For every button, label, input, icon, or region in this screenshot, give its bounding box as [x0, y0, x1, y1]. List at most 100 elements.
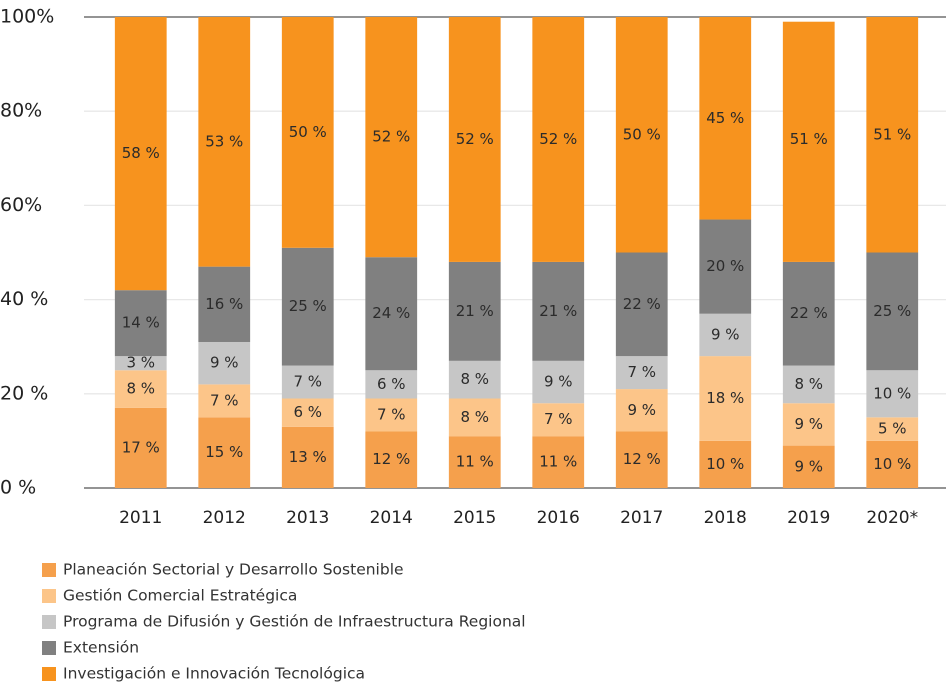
bar-segment	[365, 431, 418, 488]
y-tick-label: 80%	[0, 100, 42, 122]
legend-swatch	[42, 667, 56, 681]
value-label: 12 %	[623, 450, 661, 468]
x-tick-label: 2013	[286, 508, 329, 528]
bar-segment	[699, 313, 752, 357]
x-tick-label: 2015	[453, 508, 496, 528]
legend-swatch	[42, 563, 56, 577]
value-label: 45 %	[706, 109, 744, 127]
bar-segment	[281, 17, 334, 248]
value-label: 5 %	[878, 420, 907, 438]
x-tick-label: 2011	[119, 508, 162, 528]
bar-segment	[615, 431, 668, 488]
bars	[114, 17, 919, 488]
value-label: 52 %	[372, 128, 410, 146]
bar-segment	[448, 398, 501, 437]
bar-segment	[699, 17, 752, 220]
bar-segment	[365, 370, 418, 399]
value-label: 52 %	[456, 130, 494, 148]
bar-segment	[532, 403, 585, 437]
legend-label: Programa de Difusión y Gestión de Infrae…	[63, 613, 526, 631]
bar-segment	[448, 360, 501, 399]
value-label: 10 %	[873, 384, 911, 402]
value-label: 9 %	[210, 354, 239, 372]
value-label: 9 %	[794, 457, 823, 475]
value-label: 22 %	[790, 304, 828, 322]
value-label: 53 %	[205, 132, 243, 150]
bar-segment	[198, 17, 251, 267]
bar-segment	[532, 360, 585, 404]
value-label: 50 %	[623, 125, 661, 143]
bar-segment	[699, 219, 752, 314]
bar-segment	[615, 17, 668, 253]
bar-segment	[866, 252, 919, 371]
bar-segment	[782, 445, 835, 488]
legend-swatch	[42, 641, 56, 655]
bar-segment	[365, 398, 418, 432]
x-tick-label: 2012	[203, 508, 246, 528]
value-label: 9 %	[544, 373, 573, 391]
value-label: 10 %	[873, 455, 911, 473]
y-tick-label: 100%	[0, 6, 54, 28]
x-tick-label: 2017	[620, 508, 663, 528]
value-label: 51 %	[790, 130, 828, 148]
bar-segment	[866, 417, 919, 441]
bar-segment	[782, 365, 835, 404]
x-tick-label: 2014	[370, 508, 413, 528]
x-tick-label: 2018	[704, 508, 747, 528]
value-label: 8 %	[460, 408, 489, 426]
bar-segment	[866, 370, 919, 418]
value-label: 17 %	[122, 438, 160, 456]
value-label: 8 %	[794, 375, 823, 393]
bar-segment	[615, 389, 668, 432]
value-label: 3 %	[126, 354, 155, 372]
value-label: 15 %	[205, 443, 243, 461]
legend-label: Planeación Sectorial y Desarrollo Sosten…	[63, 561, 404, 579]
bar-segment	[782, 21, 835, 262]
value-label: 52 %	[539, 130, 577, 148]
value-label: 20 %	[706, 257, 744, 275]
bar-segment	[198, 417, 251, 488]
bar-segment	[699, 440, 752, 488]
bar-segment	[114, 407, 167, 488]
value-label: 9 %	[711, 325, 740, 343]
value-label: 7 %	[210, 391, 239, 409]
y-tick-label: 60%	[0, 194, 42, 216]
legend-swatch	[42, 615, 56, 629]
legend-label: Extensión	[63, 639, 139, 657]
value-label: 51 %	[873, 125, 911, 143]
value-label: 9 %	[627, 401, 656, 419]
bar-segment	[532, 17, 585, 262]
value-label: 25 %	[289, 297, 327, 315]
bar-segment	[281, 247, 334, 366]
value-label: 7 %	[293, 373, 322, 391]
value-label: 6 %	[293, 403, 322, 421]
bar-segment	[532, 261, 585, 361]
value-label: 8 %	[460, 370, 489, 388]
bar-segment	[532, 436, 585, 488]
bar-segment	[198, 266, 251, 342]
bar-segment	[615, 356, 668, 390]
value-label: 9 %	[794, 415, 823, 433]
legend-label: Investigación e Innovación Tecnológica	[63, 665, 365, 683]
bar-segment	[198, 384, 251, 418]
y-tick-label: 20 %	[0, 382, 48, 404]
value-label: 7 %	[627, 363, 656, 381]
bar-segment	[866, 17, 919, 253]
bar-segment	[114, 290, 167, 357]
value-label: 8 %	[126, 380, 155, 398]
y-tick-label: 0 %	[0, 477, 36, 499]
x-tick-label: 2016	[537, 508, 580, 528]
x-tick-label: 2019	[787, 508, 830, 528]
bar-segment	[782, 261, 835, 366]
value-label: 16 %	[205, 295, 243, 313]
value-label: 22 %	[623, 295, 661, 313]
bar-segment	[365, 257, 418, 371]
value-label: 11 %	[456, 453, 494, 471]
bar-segment	[615, 252, 668, 357]
value-label: 58 %	[122, 144, 160, 162]
value-label: 7 %	[544, 410, 573, 428]
bar-segment	[782, 403, 835, 446]
value-label: 7 %	[377, 405, 406, 423]
bar-segment	[281, 365, 334, 399]
